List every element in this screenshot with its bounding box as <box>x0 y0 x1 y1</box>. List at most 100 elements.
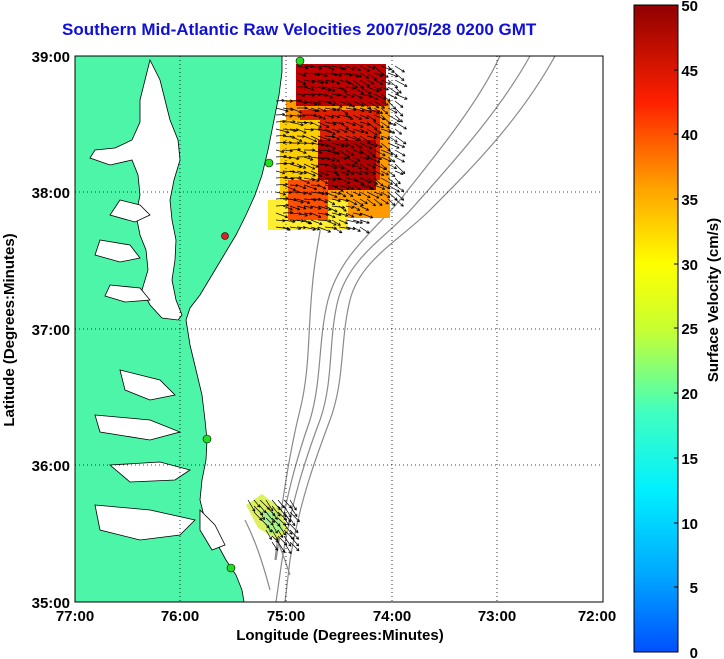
velocity-arrow <box>282 226 291 231</box>
colorbar-tick-label: 45 <box>681 63 698 80</box>
velocity-arrow <box>380 121 390 129</box>
velocity-arrow <box>380 170 389 176</box>
velocity-arrow <box>317 114 326 120</box>
velocity-arrow <box>380 100 389 106</box>
colorbar-tick-label: 40 <box>681 127 698 144</box>
velocity-arrow <box>289 135 303 142</box>
velocity-arrow <box>324 93 334 99</box>
chesapeake-bay <box>89 58 226 551</box>
velocity-arrow <box>352 226 361 232</box>
y-tick-label: 37:00 <box>32 322 70 339</box>
velocity-arrow <box>373 149 386 157</box>
velocity-arrow <box>310 100 322 105</box>
velocity-arrow <box>345 149 354 156</box>
velocity-arrow <box>394 135 407 145</box>
velocity-arrow <box>345 121 356 127</box>
velocity-arrow <box>331 226 343 234</box>
velocity-arrow <box>359 114 369 120</box>
velocity-arrow <box>324 191 338 198</box>
velocity-arrow <box>394 86 402 94</box>
velocity-arrow <box>310 135 323 142</box>
velocity-arrow <box>296 128 307 134</box>
velocity-arrow <box>303 156 314 161</box>
velocity-arrow <box>345 163 355 168</box>
map-frame <box>74 55 604 603</box>
velocity-arrow <box>338 191 347 198</box>
velocity-arrow <box>352 191 362 196</box>
velocity-arrow <box>275 170 286 175</box>
colorbar-tick-label: 20 <box>681 386 698 403</box>
velocity-arrow <box>324 121 337 126</box>
velocity-arrow <box>331 114 341 119</box>
velocity-arrow <box>380 86 389 91</box>
velocity-arrow <box>317 72 328 77</box>
x-tick-label: 74:00 <box>373 608 411 625</box>
velocity-arrow <box>331 128 340 133</box>
velocity-arrow <box>277 529 284 539</box>
velocity-arrow <box>345 79 358 89</box>
velocity-arrow <box>345 212 355 218</box>
velocity-arrow <box>331 149 340 155</box>
velocity-arrow <box>394 149 406 157</box>
velocity-arrow <box>324 65 336 71</box>
velocity-arrow <box>373 107 384 114</box>
velocity-arrow <box>345 100 355 108</box>
velocity-arrow <box>345 128 356 134</box>
velocity-arrow <box>352 114 362 120</box>
velocity-arrow <box>338 128 348 133</box>
colorbar-tick-label: 50 <box>681 0 698 15</box>
velocity-arrow <box>380 128 392 134</box>
velocity-arrow <box>380 72 389 78</box>
velocity-arrow <box>331 156 340 162</box>
colorbar-tick-label: 30 <box>681 257 698 274</box>
velocity-arrow <box>366 86 380 93</box>
velocity-arrow <box>387 170 396 178</box>
velocity-arrow <box>289 511 300 523</box>
velocity-arrow <box>324 114 335 119</box>
velocity-arrow <box>324 219 337 226</box>
colorbar-tick-label: 35 <box>681 192 698 209</box>
velocity-arrow <box>338 156 348 160</box>
velocity-arrow <box>366 198 376 207</box>
velocity-arrow <box>380 156 392 163</box>
velocity-arrow <box>394 184 405 192</box>
velocity-arrow <box>359 226 370 234</box>
y-tick-label: 39:00 <box>32 49 70 66</box>
velocity-arrow <box>359 128 369 134</box>
velocity-arrow <box>359 177 372 184</box>
velocity-arrow <box>387 142 400 149</box>
velocity-arrow <box>283 535 292 547</box>
velocity-arrow <box>380 93 391 102</box>
velocity-arrow <box>366 156 381 163</box>
x-tick-label: 76:00 <box>161 608 199 625</box>
velocity-arrow <box>394 79 408 87</box>
velocity-arrow <box>380 198 389 205</box>
velocity-arrow <box>359 219 370 224</box>
velocity-arrow <box>289 128 299 132</box>
velocity-arrow <box>373 170 385 176</box>
velocity-arrow <box>317 226 331 233</box>
velocity-arrow <box>275 149 285 154</box>
colorbar-tick-label: 25 <box>681 321 698 338</box>
velocity-arrow <box>352 205 361 211</box>
velocity-arrow <box>338 65 347 71</box>
velocity-arrow <box>275 107 289 113</box>
velocity-arrow <box>352 100 365 107</box>
velocity-arrow <box>259 505 267 514</box>
velocity-arrow <box>366 177 379 185</box>
velocity-arrow <box>394 100 404 108</box>
velocity-arrow <box>310 107 320 112</box>
velocity-arrow <box>373 114 386 121</box>
velocity-arrow <box>366 65 376 70</box>
velocity-arrow <box>303 86 315 91</box>
velocity-arrow <box>366 100 380 109</box>
velocity-arrow <box>359 142 373 150</box>
velocity-arrow <box>310 219 323 226</box>
bathymetry-contours <box>244 56 556 602</box>
velocity-arrow <box>387 107 398 114</box>
velocity-arrow <box>310 212 322 218</box>
velocity-arrow <box>265 523 273 533</box>
velocity-arrow <box>394 177 401 185</box>
velocity-arrow <box>338 205 347 212</box>
